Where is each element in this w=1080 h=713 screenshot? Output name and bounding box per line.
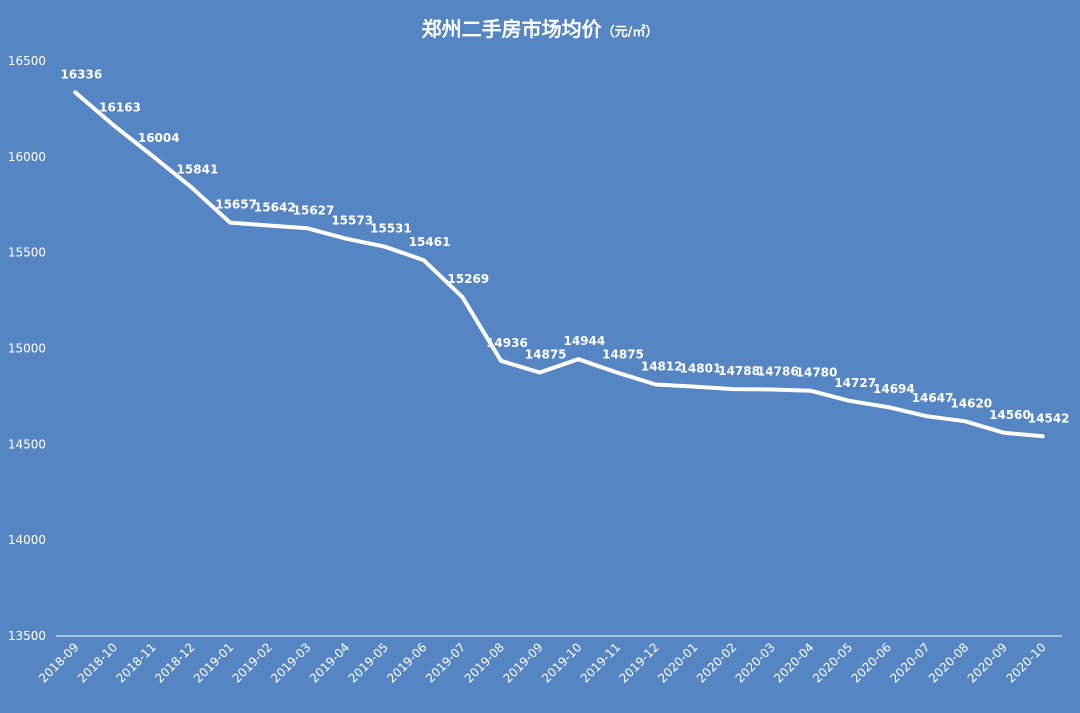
x-tick-label: 2019-03 (268, 640, 313, 685)
data-label: 14801 (680, 362, 722, 376)
x-tick-label: 2019-02 (230, 640, 275, 685)
data-label: 15461 (409, 235, 451, 249)
y-tick-label: 15500 (8, 246, 46, 260)
data-label: 15642 (254, 200, 296, 214)
data-label: 16163 (99, 101, 141, 115)
data-label: 14694 (873, 382, 915, 396)
x-tick-label: 2018-09 (36, 640, 81, 685)
x-tick-label: 2020-10 (1003, 640, 1048, 685)
y-tick-label: 15000 (8, 342, 46, 356)
data-label: 15627 (293, 203, 335, 217)
y-tick-label: 16500 (8, 54, 46, 68)
y-tick-label: 14500 (8, 437, 46, 451)
x-tick-label: 2019-12 (616, 640, 661, 685)
chart-title-main: 郑州二手房市场均价 (422, 17, 603, 41)
x-axis: 2018-092018-102018-112018-122019-012019-… (36, 640, 1049, 685)
x-tick-label: 2019-01 (191, 640, 236, 685)
y-tick-label: 14000 (8, 533, 46, 547)
chart-title-unit: （元/㎡） (602, 24, 659, 40)
y-tick-label: 16000 (8, 150, 46, 164)
series-line (73, 90, 1045, 439)
data-label: 14560 (989, 408, 1031, 422)
data-label: 15841 (177, 162, 219, 176)
data-labels: 16336 16163 16004 15841 15657156421562715573… (60, 67, 1069, 425)
data-label: 14875 (602, 347, 644, 361)
data-label: 15573 (331, 214, 373, 228)
x-tick-label: 2019-08 (462, 640, 507, 685)
data-label: 14812 (641, 360, 683, 374)
x-tick-label: 2019-06 (384, 640, 429, 685)
x-tick-label: 2020-04 (771, 640, 816, 685)
x-tick-label: 2020-06 (849, 640, 894, 685)
x-tick-label: 2020-08 (926, 640, 971, 685)
x-tick-label: 2019-07 (423, 640, 468, 685)
data-label: 14727 (834, 376, 876, 390)
x-tick-label: 2019-10 (539, 640, 584, 685)
y-tick-label: 13500 (8, 629, 46, 643)
data-label: 16004 (138, 131, 180, 145)
chart-title: 郑州二手房市场均价（元/㎡） (422, 17, 659, 41)
x-tick-label: 2020-03 (733, 640, 778, 685)
y-axis: 13500 14000 14500 15000 15500 16000 16500 (8, 54, 46, 643)
x-tick-label: 2019-09 (500, 640, 545, 685)
data-label: 16336 (60, 67, 102, 81)
data-label: 14647 (912, 391, 954, 405)
x-tick-label: 2020-07 (887, 640, 932, 685)
x-tick-label: 2019-11 (578, 640, 623, 685)
x-tick-label: 2018-12 (152, 640, 197, 685)
data-label: 14780 (796, 366, 838, 380)
data-label: 14542 (1028, 411, 1070, 425)
x-tick-label: 2019-05 (346, 640, 391, 685)
x-tick-label: 2020-09 (965, 640, 1010, 685)
drop-lines (74, 92, 1044, 636)
data-label: 15657 (215, 198, 257, 212)
data-label: 15269 (447, 272, 489, 286)
x-tick-label: 2020-02 (694, 640, 739, 685)
x-tick-label: 2020-05 (810, 640, 855, 685)
x-tick-label: 2019-04 (307, 640, 352, 685)
x-tick-label: 2018-11 (113, 640, 158, 685)
x-tick-label: 2020-01 (655, 640, 700, 685)
data-label: 14944 (563, 334, 605, 348)
data-label: 14786 (757, 365, 799, 379)
data-label: 14788 (718, 364, 760, 378)
data-label: 15531 (370, 222, 412, 236)
data-label: 14936 (486, 336, 528, 350)
data-label: 14620 (950, 396, 992, 410)
data-label: 14875 (525, 347, 567, 361)
x-tick-label: 2018-10 (75, 640, 120, 685)
